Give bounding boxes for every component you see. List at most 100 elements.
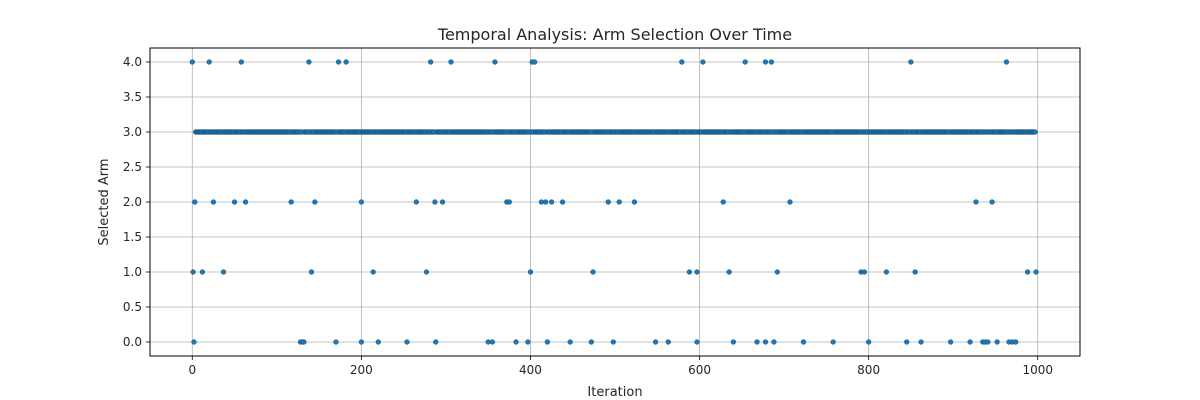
data-point-arm-0 <box>191 339 197 345</box>
data-point-arm-4 <box>343 59 349 65</box>
x-tick-label: 400 <box>519 363 542 377</box>
y-tick-label: 0.0 <box>123 335 142 349</box>
data-point-arm-3 <box>1032 129 1038 135</box>
x-tick-label: 0 <box>188 363 196 377</box>
data-point-arm-0 <box>694 339 700 345</box>
data-point-arm-2 <box>559 199 566 205</box>
data-point-arm-0 <box>358 339 365 345</box>
data-point-arm-2 <box>605 199 611 205</box>
y-tick-label: 3.5 <box>123 90 142 104</box>
data-point-arm-1 <box>686 269 693 275</box>
data-point-arm-0 <box>525 339 531 345</box>
data-point-arm-4 <box>306 59 312 65</box>
data-point-arm-1 <box>694 269 700 275</box>
data-point-arm-1 <box>726 269 732 275</box>
data-point-arm-0 <box>830 339 836 345</box>
data-point-arm-0 <box>333 339 339 345</box>
y-tick-label: 4.0 <box>123 55 142 69</box>
data-point-arm-4 <box>768 59 775 65</box>
data-point-arm-0 <box>610 339 616 345</box>
data-point-arm-0 <box>994 339 1000 345</box>
data-point-arm-0 <box>652 339 659 345</box>
data-point-arm-1 <box>1024 269 1031 275</box>
data-point-arm-2 <box>231 199 238 205</box>
data-point-arm-2 <box>720 199 726 205</box>
data-point-arm-2 <box>631 199 638 205</box>
data-point-arm-0 <box>544 339 551 345</box>
data-point-arm-4 <box>492 59 498 65</box>
data-point-arm-4 <box>1003 59 1010 65</box>
y-tick-label: 2.0 <box>123 195 142 209</box>
data-point-arm-0 <box>800 339 807 345</box>
y-axis-label: Selected Arm <box>97 158 112 245</box>
data-point-arm-0 <box>588 339 594 345</box>
y-tick-label: 1.0 <box>123 265 142 279</box>
data-point-arm-1 <box>774 269 780 275</box>
data-point-arm-4 <box>238 59 244 65</box>
data-point-arm-4 <box>335 59 342 65</box>
data-point-arm-4 <box>742 59 748 65</box>
data-point-arm-4 <box>908 59 914 65</box>
data-point-arm-0 <box>730 339 737 345</box>
x-tick-label: 1000 <box>1022 363 1053 377</box>
data-point-arm-2 <box>548 199 555 205</box>
data-point-arm-4 <box>448 59 454 65</box>
data-point-arm-1 <box>527 269 534 275</box>
data-point-arm-1 <box>370 269 376 275</box>
chart-title: Temporal Analysis: Arm Selection Over Ti… <box>437 25 792 44</box>
data-point-arm-4 <box>679 59 685 65</box>
data-point-arm-4 <box>700 59 706 65</box>
x-axis-label: Iteration <box>587 385 642 400</box>
data-point-arm-2 <box>358 199 365 205</box>
data-point-arm-0 <box>754 339 760 345</box>
data-point-arm-0 <box>967 339 973 345</box>
data-point-arm-0 <box>404 339 410 345</box>
x-tick-label: 600 <box>688 363 711 377</box>
data-point-arm-0 <box>985 339 991 345</box>
y-tick-label: 2.5 <box>123 160 142 174</box>
data-point-arm-0 <box>567 339 573 345</box>
data-point-arm-4 <box>532 59 538 65</box>
data-point-arm-1 <box>220 269 227 275</box>
data-point-arm-0 <box>375 339 381 345</box>
data-point-arm-0 <box>665 339 671 345</box>
x-tick-label: 800 <box>857 363 880 377</box>
data-point-arm-2 <box>973 199 979 205</box>
data-point-arm-0 <box>301 339 307 345</box>
data-point-arm-0 <box>433 339 439 345</box>
data-point-arm-1 <box>199 269 206 275</box>
data-point-arm-2 <box>989 199 995 205</box>
data-point-arm-0 <box>513 339 519 345</box>
points-layer <box>189 59 1039 345</box>
data-point-arm-1 <box>423 269 430 275</box>
data-point-arm-0 <box>762 339 769 345</box>
data-point-arm-1 <box>861 269 868 275</box>
y-tick-label: 0.5 <box>123 300 142 314</box>
data-point-arm-0 <box>1013 339 1019 345</box>
data-point-arm-1 <box>590 269 596 275</box>
data-point-arm-0 <box>489 339 496 345</box>
x-tick-label: 200 <box>350 363 373 377</box>
data-point-arm-2 <box>616 199 622 205</box>
data-point-arm-0 <box>918 339 924 345</box>
y-tick-label: 1.5 <box>123 230 142 244</box>
data-point-arm-0 <box>904 339 910 345</box>
data-point-arm-2 <box>506 199 512 205</box>
data-point-arm-2 <box>210 199 217 205</box>
data-point-arm-4 <box>428 59 434 65</box>
data-point-arm-2 <box>312 199 318 205</box>
data-point-arm-2 <box>242 199 249 205</box>
data-point-arm-2 <box>439 199 446 205</box>
data-point-arm-2 <box>413 199 419 205</box>
data-point-arm-1 <box>1033 269 1039 275</box>
data-point-arm-2 <box>787 199 793 205</box>
y-tick-label: 3.0 <box>123 125 142 139</box>
data-point-arm-4 <box>189 59 195 65</box>
data-point-arm-2 <box>192 199 198 205</box>
data-point-arm-2 <box>288 199 294 205</box>
data-point-arm-1 <box>883 269 890 275</box>
data-point-arm-0 <box>771 339 777 345</box>
data-point-arm-4 <box>762 59 769 65</box>
data-point-arm-1 <box>912 269 918 275</box>
